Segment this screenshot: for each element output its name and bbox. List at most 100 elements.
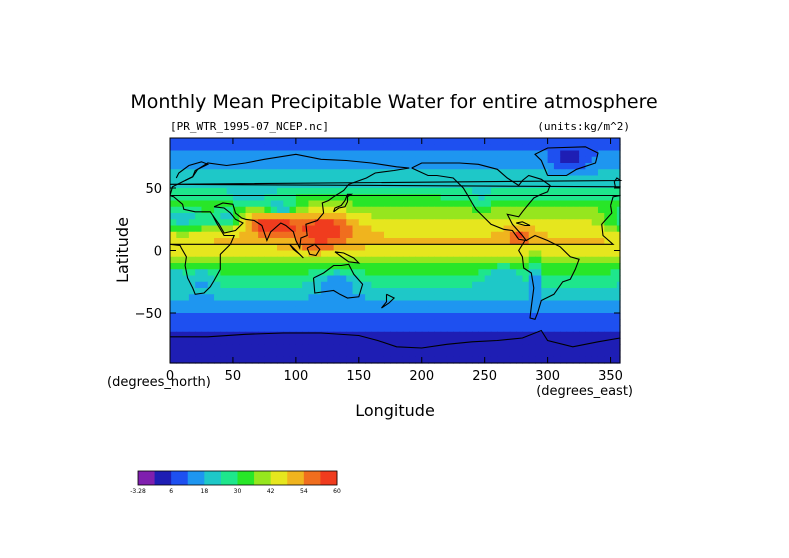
field-cell	[226, 325, 234, 333]
field-cell	[566, 156, 574, 164]
field-cell	[459, 350, 467, 358]
field-cell	[251, 238, 259, 245]
field-cell	[365, 150, 372, 158]
field-cell	[472, 306, 479, 314]
field-cell	[421, 163, 429, 170]
field-cell	[346, 250, 354, 258]
field-cell	[264, 175, 272, 183]
field-cell	[440, 288, 448, 295]
field-cell	[390, 200, 398, 208]
field-cell	[195, 281, 203, 289]
field-cell	[560, 325, 568, 333]
field-cell	[321, 150, 328, 158]
field-cell	[490, 294, 498, 302]
field-cell	[440, 169, 448, 177]
field-cell	[295, 225, 303, 233]
field-cell	[579, 244, 586, 252]
field-cell	[522, 225, 530, 233]
field-cell	[604, 169, 612, 177]
field-cell	[270, 281, 278, 289]
field-cell	[415, 150, 423, 158]
field-cell	[428, 200, 435, 208]
field-cell	[591, 138, 599, 145]
field-cell	[321, 325, 328, 333]
field-cell	[440, 281, 448, 289]
field-cell	[453, 225, 461, 233]
field-cell	[170, 256, 177, 264]
field-cell	[308, 250, 316, 258]
field-cell	[358, 213, 366, 220]
field-cell	[182, 194, 190, 202]
field-cell	[239, 188, 247, 195]
field-cell	[566, 238, 574, 245]
field-cell	[295, 194, 303, 202]
field-cell	[560, 319, 568, 327]
field-cell	[302, 213, 310, 220]
field-cell	[459, 269, 467, 277]
field-cell	[314, 306, 322, 314]
field-cell	[440, 225, 448, 233]
field-cell	[610, 194, 618, 202]
field-cell	[390, 206, 398, 214]
field-cell	[176, 275, 184, 283]
field-cell	[239, 306, 247, 314]
field-cell	[616, 181, 621, 189]
field-cell	[188, 150, 196, 158]
field-cell	[264, 288, 272, 295]
field-cell	[490, 356, 498, 364]
field-cell	[591, 238, 599, 245]
field-cell	[295, 300, 303, 308]
field-cell	[509, 200, 517, 208]
field-cell	[321, 238, 328, 245]
field-cell	[459, 138, 467, 145]
field-cell	[446, 350, 454, 358]
field-cell	[503, 175, 511, 183]
field-cell	[553, 244, 561, 252]
field-cell	[522, 181, 530, 189]
field-cell	[201, 200, 209, 208]
field-cell	[188, 181, 196, 189]
field-cell	[365, 188, 372, 195]
field-cell	[616, 281, 621, 289]
field-cell	[597, 238, 605, 245]
field-cell	[232, 313, 240, 320]
field-cell	[251, 175, 259, 183]
field-cell	[415, 163, 423, 170]
field-cell	[176, 175, 184, 183]
field-cell	[321, 300, 328, 308]
field-cell	[572, 269, 580, 277]
field-cell	[522, 288, 530, 295]
field-cell	[560, 138, 568, 145]
field-cell	[428, 163, 435, 170]
field-cell	[258, 250, 265, 258]
field-cell	[239, 350, 247, 358]
field-cell	[478, 144, 486, 152]
field-cell	[333, 144, 341, 152]
field-cell	[591, 338, 599, 345]
field-cell	[321, 188, 328, 195]
field-cell	[585, 144, 593, 152]
field-cell	[352, 344, 360, 352]
field-cell	[497, 350, 505, 358]
field-cell	[270, 238, 278, 245]
field-cell	[597, 206, 605, 214]
field-cell	[484, 319, 492, 327]
field-cell	[289, 138, 297, 145]
field-cell	[572, 350, 580, 358]
field-cell	[503, 238, 511, 245]
field-cell	[365, 263, 372, 270]
field-cell	[465, 225, 473, 233]
field-cell	[377, 275, 385, 283]
field-cell	[490, 194, 498, 202]
field-cell	[610, 163, 618, 170]
field-cell	[377, 288, 385, 295]
field-cell	[566, 313, 574, 320]
field-cell	[478, 306, 486, 314]
field-cell	[396, 244, 404, 252]
field-cell	[346, 275, 354, 283]
field-cell	[503, 219, 511, 227]
field-cell	[358, 156, 366, 164]
field-cell	[616, 138, 621, 145]
field-cell	[251, 231, 259, 239]
field-cell	[339, 269, 347, 277]
